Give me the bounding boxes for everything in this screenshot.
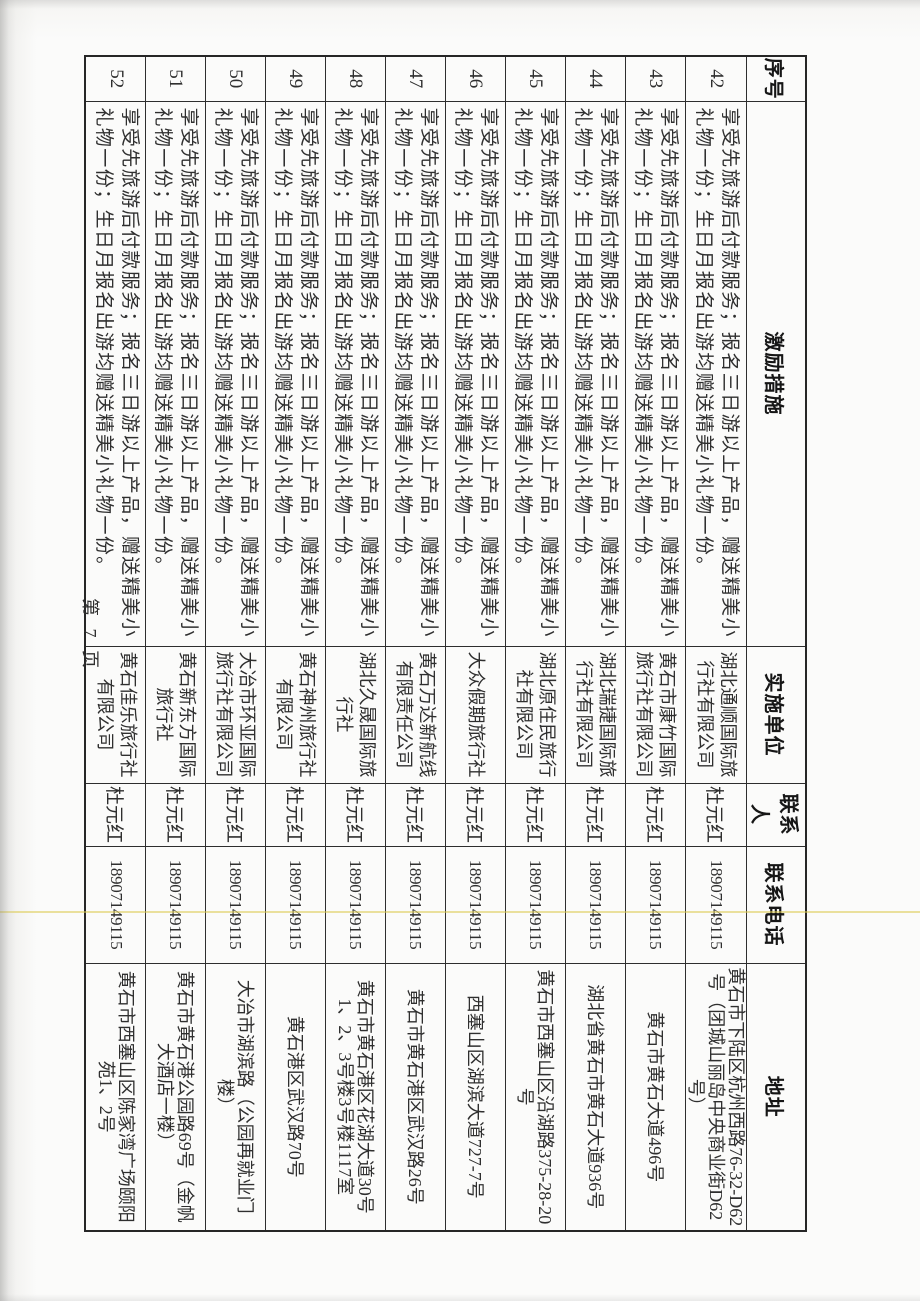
header-row: 序号 激励措施 实施单位 联系人 联系电话 地址: [746, 56, 806, 1231]
cell-no-row-48: 48: [325, 56, 386, 101]
cell-address-row-46: 西塞山区湖滨大道727-7号: [445, 963, 506, 1231]
column-header-address: 地址: [746, 963, 806, 1231]
column-header-measure: 激励措施: [746, 101, 806, 646]
cell-address-row-48: 黄石市黄石港区花湖大道30号1、2、3号楼3号楼1117室: [325, 963, 386, 1231]
table-row: 44 享受先旅游后付款服务；报名三日游以上产品，赠送精美小礼物一份；生日月报名出游…: [565, 56, 626, 1231]
cell-phone-row-51: 18907149115: [145, 846, 206, 963]
cell-measure-row-49: 享受先旅游后付款服务；报名三日游以上产品，赠送精美小礼物一份；生日月报名出游均赠…: [265, 101, 326, 646]
cell-phone-row-48: 18907149115: [325, 846, 386, 963]
column-header-phone: 联系电话: [746, 846, 806, 963]
cell-address-row-43: 黄石市黄石大道496号: [625, 963, 686, 1231]
cell-phone-row-45: 18907149115: [505, 846, 566, 963]
cell-address-row-42: 黄石市下陆区杭州西路76-32-D62号（团城山丽岛中央商业街D62号）: [685, 963, 747, 1231]
table-row: 48 享受先旅游后付款服务；报名三日游以上产品，赠送精美小礼物一份；生日月报名出游…: [325, 56, 386, 1231]
table-body: 42 享受先旅游后付款服务；报名三日游以上产品，赠送精美小礼物一份；生日月报名出游…: [85, 56, 747, 1231]
table-row: 47 享受先旅游后付款服务；报名三日游以上产品，赠送精美小礼物一份；生日月报名出游…: [385, 56, 446, 1231]
cell-measure-row-44: 享受先旅游后付款服务；报名三日游以上产品，赠送精美小礼物一份；生日月报名出游均赠…: [565, 101, 626, 646]
column-header-contact: 联系人: [746, 783, 806, 846]
cell-no-row-44: 44: [565, 56, 626, 101]
cell-measure-row-50: 享受先旅游后付款服务；报名三日游以上产品，赠送精美小礼物一份；生日月报名出游均赠…: [205, 101, 266, 646]
table-row: 50 享受先旅游后付款服务；报名三日游以上产品，赠送精美小礼物一份；生日月报名出游…: [205, 56, 266, 1231]
cell-no-row-46: 46: [445, 56, 506, 101]
cell-no-row-47: 47: [385, 56, 446, 101]
cell-address-row-44: 湖北省黄石市黄石大道936号: [565, 963, 626, 1231]
cell-contact-row-46: 杜元红: [445, 783, 506, 846]
cell-phone-row-52: 18907149115: [85, 846, 146, 963]
cell-phone-row-46: 18907149115: [445, 846, 506, 963]
cell-phone-row-49: 18907149115: [265, 846, 326, 963]
cell-measure-row-42: 享受先旅游后付款服务；报名三日游以上产品，赠送精美小礼物一份；生日月报名出游均赠…: [685, 101, 747, 646]
cell-contact-row-43: 杜元红: [625, 783, 686, 846]
page-number: 第 7 页: [80, 598, 100, 672]
cell-address-row-49: 黄石港区武汉路70号: [265, 963, 326, 1231]
cell-measure-row-47: 享受先旅游后付款服务；报名三日游以上产品，赠送精美小礼物一份；生日月报名出游均赠…: [385, 101, 446, 646]
table-row: 43 享受先旅游后付款服务；报名三日游以上产品，赠送精美小礼物一份；生日月报名出游…: [625, 56, 686, 1231]
cell-address-row-50: 大冶市湖滨路（公园再就业门楼）: [205, 963, 266, 1231]
cell-measure-row-45: 享受先旅游后付款服务；报名三日游以上产品，赠送精美小礼物一份；生日月报名出游均赠…: [505, 101, 566, 646]
cell-address-row-51: 黄石市黄石港公园路69号（金帆大酒店一楼）: [145, 963, 206, 1231]
cell-phone-row-43: 18907149115: [625, 846, 686, 963]
table-row: 42 享受先旅游后付款服务；报名三日游以上产品，赠送精美小礼物一份；生日月报名出游…: [685, 56, 747, 1231]
cell-no-row-52: 52: [85, 56, 146, 101]
cell-contact-row-44: 杜元红: [565, 783, 626, 846]
cell-unit-row-46: 大众假期旅行社: [445, 646, 506, 783]
table-row: 45 享受先旅游后付款服务；报名三日游以上产品，赠送精美小礼物一份；生日月报名出游…: [505, 56, 566, 1231]
cell-phone-row-47: 18907149115: [385, 846, 446, 963]
cell-unit-row-43: 黄石市康竹国际旅行社有限公司: [625, 646, 686, 783]
cell-contact-row-51: 杜元红: [145, 783, 206, 846]
cell-contact-row-48: 杜元红: [325, 783, 386, 846]
cell-no-row-43: 43: [625, 56, 686, 101]
cell-no-row-51: 51: [145, 56, 206, 101]
cell-measure-row-51: 享受先旅游后付款服务；报名三日游以上产品，赠送精美小礼物一份；生日月报名出游均赠…: [145, 101, 206, 646]
cell-measure-row-48: 享受先旅游后付款服务；报名三日游以上产品，赠送精美小礼物一份；生日月报名出游均赠…: [325, 101, 386, 646]
cell-phone-row-50: 18907149115: [205, 846, 266, 963]
cell-unit-row-50: 大冶市环亚国际旅行社有限公司: [205, 646, 266, 783]
cell-contact-row-45: 杜元红: [505, 783, 566, 846]
cell-unit-row-49: 黄石神州旅行社有限公司: [265, 646, 326, 783]
cell-unit-row-45: 湖北原住民旅行社有限公司: [505, 646, 566, 783]
cell-unit-row-48: 湖北久晟国际旅行社: [325, 646, 386, 783]
column-header-no: 序号: [746, 56, 806, 101]
cell-contact-row-42: 杜元红: [685, 783, 747, 846]
table-row: 49 享受先旅游后付款服务；报名三日游以上产品，赠送精美小礼物一份；生日月报名出游…: [265, 56, 326, 1231]
cell-phone-row-44: 18907149115: [565, 846, 626, 963]
table-row: 51 享受先旅游后付款服务；报名三日游以上产品，赠送精美小礼物一份；生日月报名出游…: [145, 56, 206, 1231]
cell-unit-row-47: 黄石万达新航线有限责任公司: [385, 646, 446, 783]
cell-address-row-47: 黄石市黄石港区武汉路26号: [385, 963, 446, 1231]
cell-contact-row-50: 杜元红: [205, 783, 266, 846]
cell-address-row-45: 黄石市西塞山区沿湖路375-28-20号: [505, 963, 566, 1231]
incentive-measures-table: 序号 激励措施 实施单位 联系人 联系电话 地址 42 享受先旅游后付款服务；报名三日游以上…: [84, 55, 807, 1232]
cell-no-row-45: 45: [505, 56, 566, 101]
cell-no-row-50: 50: [205, 56, 266, 101]
cell-unit-row-44: 湖北瑞捷国际旅行社有限公司: [565, 646, 626, 783]
table-row: 46 享受先旅游后付款服务；报名三日游以上产品，赠送精美小礼物一份；生日月报名出游…: [445, 56, 506, 1231]
cell-contact-row-52: 杜元红: [85, 783, 146, 846]
cell-no-row-49: 49: [265, 56, 326, 101]
cell-measure-row-46: 享受先旅游后付款服务；报名三日游以上产品，赠送精美小礼物一份；生日月报名出游均赠…: [445, 101, 506, 646]
column-header-unit: 实施单位: [746, 646, 806, 783]
cell-measure-row-43: 享受先旅游后付款服务；报名三日游以上产品，赠送精美小礼物一份；生日月报名出游均赠…: [625, 101, 686, 646]
cell-measure-row-52: 享受先旅游后付款服务；报名三日游以上产品，赠送精美小礼物一份；生日月报名出游均赠…: [85, 101, 146, 646]
cell-phone-row-42: 18907149115: [685, 846, 747, 963]
cell-address-row-52: 黄石市西塞山区陈家湾广场颐阳苑1、2号: [85, 963, 146, 1231]
cell-unit-row-42: 湖北通顺国际旅行社有限公司: [685, 646, 747, 783]
cell-contact-row-47: 杜元红: [385, 783, 446, 846]
cell-no-row-42: 42: [685, 56, 747, 101]
cell-contact-row-49: 杜元红: [265, 783, 326, 846]
cell-unit-row-51: 黄石新东方国际旅行社: [145, 646, 206, 783]
